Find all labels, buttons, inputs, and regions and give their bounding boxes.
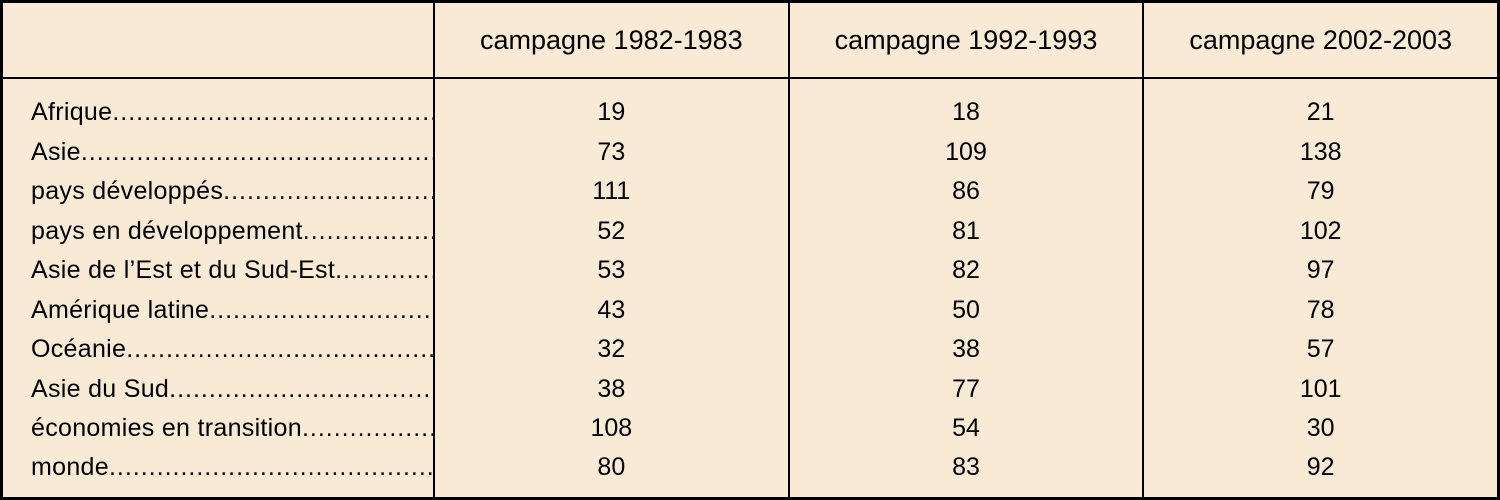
row-label-text: pays en développement bbox=[31, 213, 303, 249]
row-label-text: pays développés bbox=[31, 173, 223, 209]
row-label: pays en développement...................… bbox=[31, 213, 433, 249]
value-cell: 80 bbox=[571, 449, 651, 485]
value-cell: 108 bbox=[571, 410, 651, 446]
row-label: Asie de l’Est et du Sud-Est.............… bbox=[31, 252, 433, 288]
value-cell: 109 bbox=[926, 134, 1006, 170]
row-label-text: Asie du Sud bbox=[31, 371, 169, 407]
value-cell: 21 bbox=[1281, 94, 1361, 130]
value-cell: 73 bbox=[571, 134, 651, 170]
header-cell-2002: campagne 2002-2003 bbox=[1142, 3, 1497, 77]
header-cell-1992: campagne 1992-1993 bbox=[788, 3, 1143, 77]
row-label: Asie....................................… bbox=[31, 134, 433, 170]
value-cell: 77 bbox=[926, 371, 1006, 407]
value-cell: 79 bbox=[1281, 173, 1361, 209]
row-label: Océanie.................................… bbox=[31, 331, 433, 367]
dot-leader: ........................................… bbox=[223, 173, 433, 209]
dot-leader: ........................................… bbox=[112, 94, 433, 130]
dot-leader: ........................................… bbox=[303, 213, 433, 249]
value-cell: 18 bbox=[926, 94, 1006, 130]
value-cell: 83 bbox=[926, 449, 1006, 485]
value-cell: 52 bbox=[571, 213, 651, 249]
row-label-text: monde bbox=[31, 449, 109, 485]
value-cell: 54 bbox=[926, 410, 1006, 446]
value-cell: 92 bbox=[1281, 449, 1361, 485]
table-body: Afrique.................................… bbox=[3, 79, 1497, 497]
value-cell: 43 bbox=[571, 292, 651, 328]
row-label-text: Amérique latine bbox=[31, 292, 209, 328]
dot-leader: ........................................… bbox=[81, 134, 433, 170]
row-label: monde...................................… bbox=[31, 449, 433, 485]
row-label: Asie du Sud.............................… bbox=[31, 371, 433, 407]
value-cell: 101 bbox=[1281, 371, 1361, 407]
label-column: Afrique.................................… bbox=[3, 79, 433, 497]
value-cell: 19 bbox=[571, 94, 651, 130]
dot-leader: ........................................… bbox=[335, 252, 433, 288]
value-cell: 78 bbox=[1281, 292, 1361, 328]
row-label: pays développés.........................… bbox=[31, 173, 433, 209]
value-cell: 38 bbox=[571, 371, 651, 407]
value-cell: 138 bbox=[1281, 134, 1361, 170]
value-cell: 82 bbox=[926, 252, 1006, 288]
value-column-1982: 19 73111 5253 4332 3810880 bbox=[433, 79, 788, 497]
dot-leader: ........................................… bbox=[109, 449, 433, 485]
row-label-text: Asie bbox=[31, 134, 81, 170]
row-label-text: Asie de l’Est et du Sud-Est bbox=[31, 252, 335, 288]
value-cell: 97 bbox=[1281, 252, 1361, 288]
value-cell: 30 bbox=[1281, 410, 1361, 446]
header-cell-1982: campagne 1982-1983 bbox=[433, 3, 788, 77]
dot-leader: ........................................… bbox=[302, 410, 433, 446]
value-cell: 38 bbox=[926, 331, 1006, 367]
row-label: Amérique latine.........................… bbox=[31, 292, 433, 328]
dot-leader: ........................................… bbox=[209, 292, 433, 328]
dot-leader: ........................................… bbox=[126, 331, 433, 367]
row-label-text: Océanie bbox=[31, 331, 126, 367]
value-column-2002: 21 13879 10297 7857 1013092 bbox=[1142, 79, 1497, 497]
value-cell: 32 bbox=[571, 331, 651, 367]
value-cell: 57 bbox=[1281, 331, 1361, 367]
row-label: économies en transition.................… bbox=[31, 410, 433, 446]
dot-leader: ........................................… bbox=[169, 371, 433, 407]
header-cell-empty bbox=[3, 3, 433, 77]
value-cell: 81 bbox=[926, 213, 1006, 249]
data-table: campagne 1982-1983 campagne 1992-1993 ca… bbox=[0, 0, 1500, 500]
value-column-1992: 18 10986 8182 5038 775483 bbox=[788, 79, 1143, 497]
row-label-text: Afrique bbox=[31, 94, 112, 130]
value-cell: 102 bbox=[1281, 213, 1361, 249]
value-cell: 86 bbox=[926, 173, 1006, 209]
row-label-text: économies en transition bbox=[31, 410, 302, 446]
table-header-row: campagne 1982-1983 campagne 1992-1993 ca… bbox=[3, 3, 1497, 79]
value-cell: 111 bbox=[571, 173, 651, 209]
row-label: Afrique.................................… bbox=[31, 94, 433, 130]
value-cell: 50 bbox=[926, 292, 1006, 328]
value-cell: 53 bbox=[571, 252, 651, 288]
